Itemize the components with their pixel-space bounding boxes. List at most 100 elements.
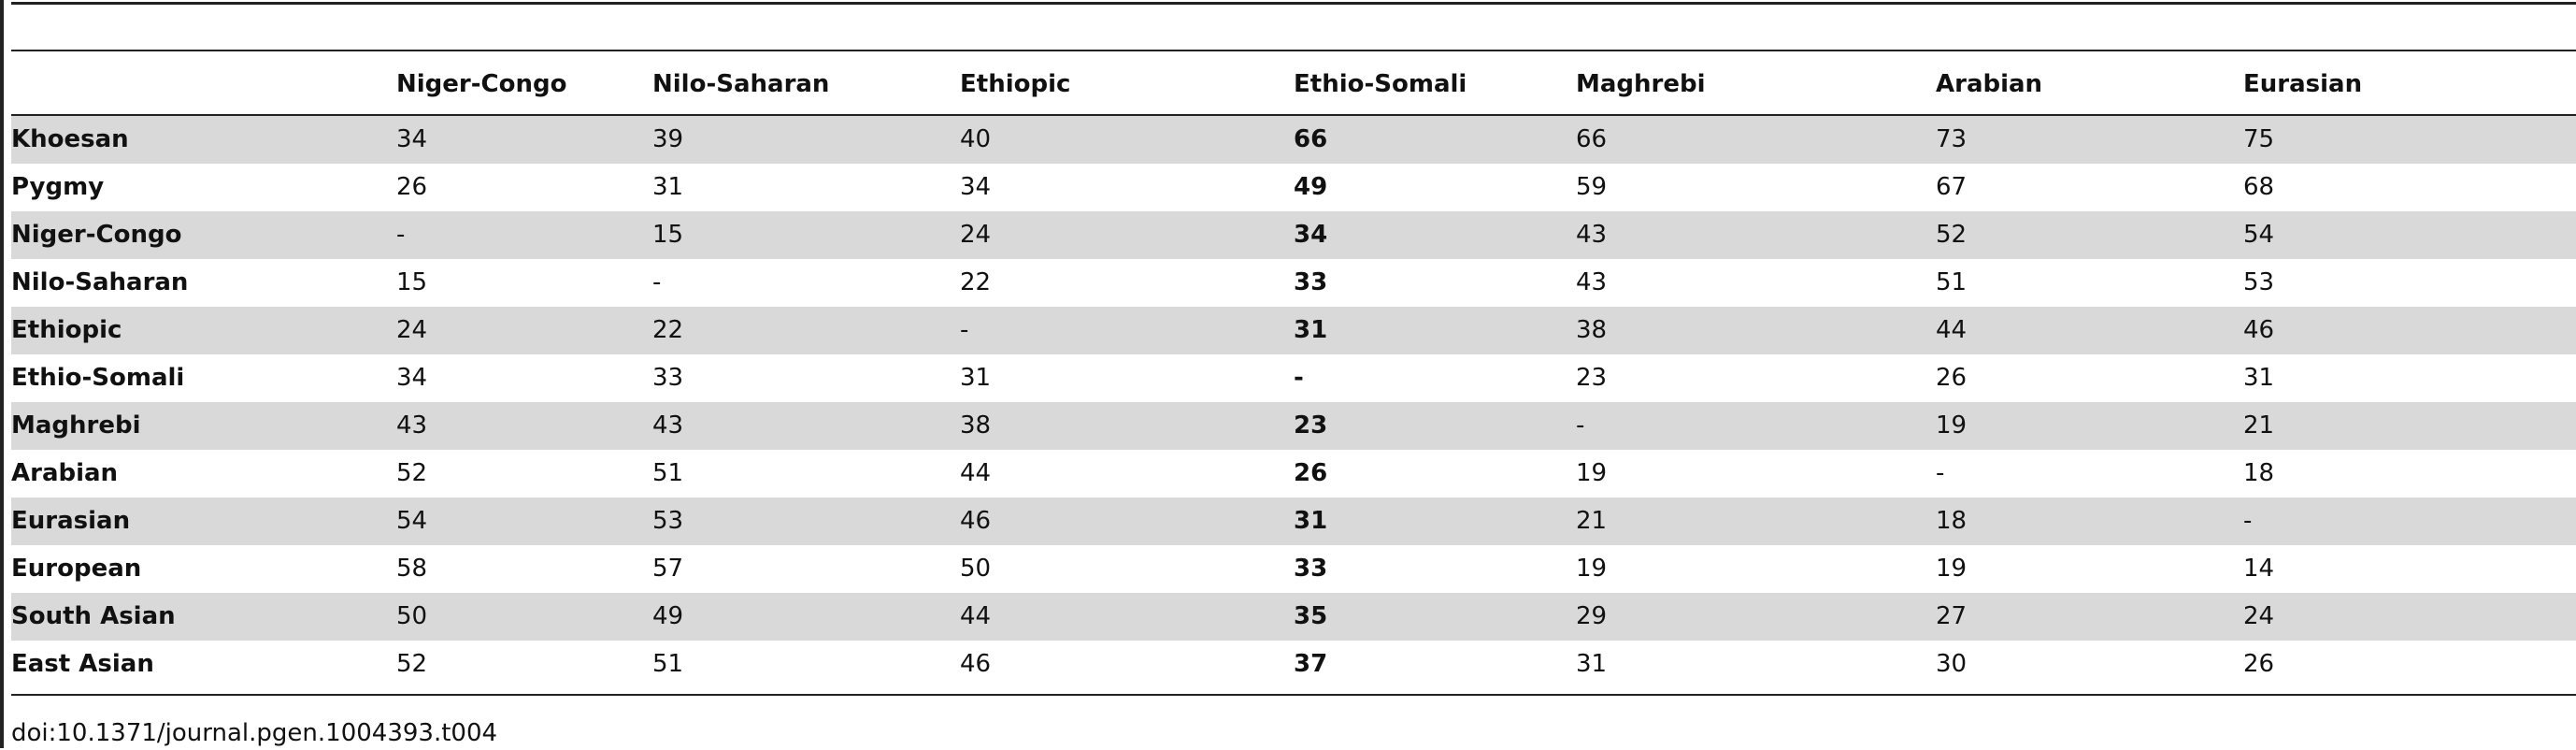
- table-cell: -: [2243, 507, 2253, 535]
- column-header: Niger-Congo: [396, 70, 567, 98]
- row-label: Arabian: [11, 459, 119, 487]
- row-shading: [11, 498, 2576, 545]
- table-cell: 23: [1294, 411, 1328, 440]
- column-header: Ethio-Somali: [1294, 70, 1467, 98]
- table-cell: 44: [960, 459, 992, 487]
- table-cell: 50: [960, 555, 992, 583]
- row-label: Niger-Congo: [11, 221, 182, 249]
- table-cell: 31: [1294, 316, 1328, 344]
- table-cell: 66: [1576, 125, 1608, 153]
- row-label: Pygmy: [11, 173, 105, 201]
- table-cell: 21: [1576, 507, 1608, 535]
- table-cell: 23: [1576, 364, 1608, 392]
- table-cell: 51: [652, 650, 684, 678]
- row-shading: [11, 402, 2576, 450]
- table-cell: 18: [1936, 507, 1968, 535]
- table-cell: 37: [1294, 650, 1328, 678]
- table-cell: 40: [960, 125, 992, 153]
- table-cell: 31: [1294, 507, 1328, 535]
- row-label: European: [11, 555, 142, 583]
- table-cell: 43: [652, 411, 684, 440]
- table-cell: -: [396, 221, 406, 249]
- table-cell: 18: [2243, 459, 2275, 487]
- row-shading: [11, 116, 2576, 164]
- column-header: Eurasian: [2243, 70, 2363, 98]
- table-cell: 15: [396, 268, 428, 296]
- table-bottom-rule: [11, 694, 2576, 696]
- table-cell: 54: [2243, 221, 2275, 249]
- table-cell: 73: [1936, 125, 1968, 153]
- table-cell: 31: [652, 173, 684, 201]
- table-cell: 39: [652, 125, 684, 153]
- row-shading: [11, 307, 2576, 354]
- table-cell: 27: [1936, 602, 1968, 630]
- doi: doi:10.1371/journal.pgen.1004393.t004: [11, 719, 498, 747]
- header-bottom-rule: [11, 114, 2576, 116]
- table-cell: 44: [1936, 316, 1968, 344]
- table-cell: 30: [1936, 650, 1968, 678]
- table-cell: 53: [652, 507, 684, 535]
- row-label: Eurasian: [11, 507, 131, 535]
- table-cell: 43: [1576, 268, 1608, 296]
- row-label: South Asian: [11, 602, 176, 630]
- table-cell: 33: [652, 364, 684, 392]
- row-label: Maghrebi: [11, 411, 141, 440]
- table-cell: 35: [1294, 602, 1328, 630]
- column-header: Maghrebi: [1576, 70, 1706, 98]
- table-cell: 19: [1936, 411, 1968, 440]
- table-cell: 22: [652, 316, 684, 344]
- table-cell: 19: [1576, 555, 1608, 583]
- table-cell: 24: [960, 221, 992, 249]
- row-shading: [11, 211, 2576, 259]
- row-label: Ethio-Somali: [11, 364, 185, 392]
- table-cell: 24: [396, 316, 428, 344]
- table-cell: 68: [2243, 173, 2275, 201]
- row-label: Khoesan: [11, 125, 129, 153]
- table-cell: 21: [2243, 411, 2275, 440]
- table-cell: 34: [1294, 221, 1328, 249]
- table-cell: 46: [2243, 316, 2275, 344]
- table-cell: 59: [1576, 173, 1608, 201]
- column-header: Arabian: [1936, 70, 2043, 98]
- table-cell: 53: [2243, 268, 2275, 296]
- top-rule: [11, 2, 2576, 5]
- table-cell: 31: [2243, 364, 2275, 392]
- table-cell: 33: [1294, 268, 1328, 296]
- row-label: Ethiopic: [11, 316, 122, 344]
- table-cell: 33: [1294, 555, 1328, 583]
- table-cell: 52: [396, 459, 428, 487]
- left-border: [0, 0, 4, 748]
- table-cell: 19: [1576, 459, 1608, 487]
- table-cell: -: [652, 268, 662, 296]
- table-cell: 19: [1936, 555, 1968, 583]
- row-shading: [11, 593, 2576, 641]
- table-cell: 43: [396, 411, 428, 440]
- table-cell: 31: [1576, 650, 1608, 678]
- table-cell: 51: [1936, 268, 1968, 296]
- table-cell: 44: [960, 602, 992, 630]
- table-cell: 49: [1294, 173, 1328, 201]
- table-cell: 22: [960, 268, 992, 296]
- table-cell: 57: [652, 555, 684, 583]
- table-cell: 14: [2243, 555, 2275, 583]
- table-cell: 54: [396, 507, 428, 535]
- table-cell: -: [1576, 411, 1585, 440]
- column-header: Ethiopic: [960, 70, 1071, 98]
- table-cell: 29: [1576, 602, 1608, 630]
- table-cell: 49: [652, 602, 684, 630]
- table-cell: 26: [1294, 459, 1328, 487]
- table-cell: 52: [1936, 221, 1968, 249]
- header-top-rule: [11, 50, 2576, 51]
- table-cell: 34: [396, 125, 428, 153]
- table-cell: 38: [960, 411, 992, 440]
- table-cell: 15: [652, 221, 684, 249]
- table-cell: 24: [2243, 602, 2275, 630]
- table-cell: 26: [1936, 364, 1968, 392]
- table-cell: 52: [396, 650, 428, 678]
- table-cell: 31: [960, 364, 992, 392]
- table-cell: 50: [396, 602, 428, 630]
- table-cell: 46: [960, 650, 992, 678]
- table-cell: 67: [1936, 173, 1968, 201]
- table-cell: -: [1936, 459, 1945, 487]
- table-cell: 38: [1576, 316, 1608, 344]
